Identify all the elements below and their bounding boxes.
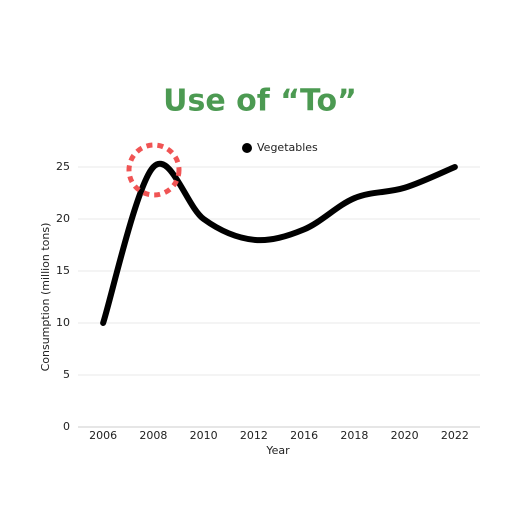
x-tick-label: 2020 xyxy=(391,429,419,442)
x-tick-label: 2006 xyxy=(89,429,117,442)
y-tick-label: 10 xyxy=(56,316,70,329)
x-tick-label: 2016 xyxy=(290,429,318,442)
y-tick-label: 0 xyxy=(63,420,70,433)
y-axis-label: Consumption (million tons) xyxy=(39,223,52,372)
line xyxy=(100,161,458,326)
chart-title: Use of “To” xyxy=(163,84,357,119)
x-tick-label: 2018 xyxy=(340,429,368,442)
y-tick-label: 25 xyxy=(56,160,70,173)
x-axis-label: Year xyxy=(265,444,290,457)
x-tick-label: 2010 xyxy=(190,429,218,442)
x-tick-label: 2022 xyxy=(441,429,469,442)
x-tick-label: 2008 xyxy=(139,429,167,442)
legend-label: Vegetables xyxy=(257,141,318,154)
y-tick-label: 20 xyxy=(56,212,70,225)
legend-marker xyxy=(242,143,252,153)
y-tick-label: 15 xyxy=(56,264,70,277)
y-tick-label: 5 xyxy=(63,368,70,381)
highlight-circle xyxy=(126,142,182,198)
x-tick-label: 2012 xyxy=(240,429,268,442)
